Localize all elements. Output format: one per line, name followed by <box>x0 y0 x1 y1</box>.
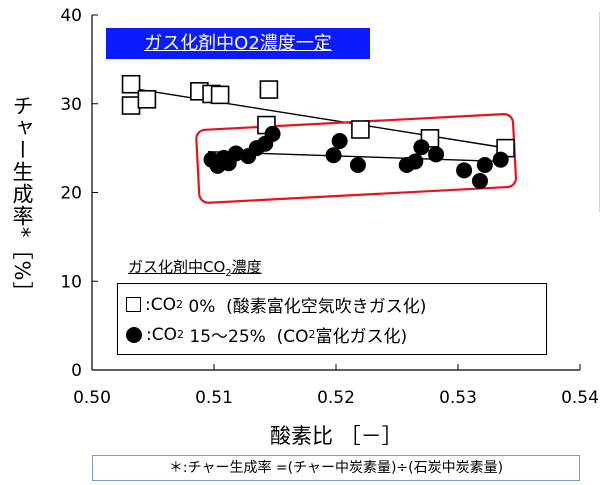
point-filled-circle <box>493 152 509 168</box>
legend-item-co2-15-25: :CO 2 15～25% (CO 2 富化ガス化) <box>126 322 407 347</box>
open-square-icon <box>126 297 141 312</box>
point-filled-circle <box>428 146 444 162</box>
legend-heading: ガス化剤中CO2濃度 <box>128 256 262 279</box>
point-open-square <box>138 91 155 108</box>
legend: :CO 2 0% (酸素富化空気吹きガス化) :CO 2 15～25% (CO 2 富化… <box>117 283 547 355</box>
point-filled-circle <box>472 173 488 189</box>
point-filled-circle <box>265 126 281 142</box>
point-open-square <box>352 121 369 138</box>
y-tick-label: 0 <box>71 361 82 381</box>
legend-item-co2-0: :CO 2 0% (酸素富化空気吹きガス化) <box>126 292 426 317</box>
x-tick-label: 0.53 <box>439 388 477 408</box>
y-axis-label: チャー生成率*［%］ <box>2 95 42 295</box>
point-open-square <box>123 97 140 114</box>
point-filled-circle <box>407 153 423 169</box>
chart-title: ガス化剤中O2濃度一定 <box>106 28 370 59</box>
point-filled-circle <box>456 162 472 178</box>
x-tick-label: 0.52 <box>317 388 355 408</box>
point-filled-circle <box>332 133 348 149</box>
x-tick-label: 0.54 <box>561 388 599 408</box>
scatter-chart: 0 10 20 30 40 0.50 0.51 0.52 0.53 0.54 <box>0 0 600 450</box>
y-tick-label: 20 <box>60 184 82 204</box>
point-open-square <box>123 76 140 93</box>
data-points <box>123 76 515 189</box>
y-tick-label: 10 <box>60 272 82 292</box>
point-filled-circle <box>350 157 366 173</box>
point-filled-circle <box>413 139 429 155</box>
filled-circle-icon <box>126 327 142 343</box>
y-tick-label: 40 <box>60 6 82 26</box>
x-tick-label: 0.51 <box>195 388 233 408</box>
point-filled-circle <box>326 147 342 163</box>
point-open-square <box>260 81 277 98</box>
x-axis-label: 酸素比 ［－］ <box>270 420 403 450</box>
footnote: ＊:チャー生成率 =(チャー中炭素量)÷(石炭中炭素量) <box>92 455 580 481</box>
point-open-square <box>212 86 229 103</box>
x-tick-label: 0.50 <box>73 388 111 408</box>
y-tick-label: 30 <box>60 95 82 115</box>
point-filled-circle <box>477 157 493 173</box>
